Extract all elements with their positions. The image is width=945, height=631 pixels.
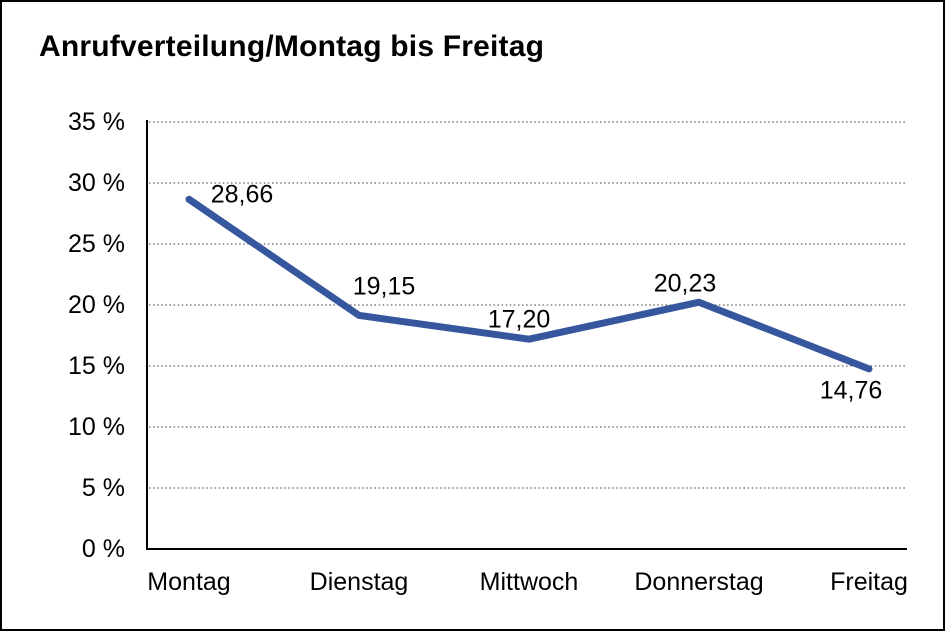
- data-point-label: 14,76: [819, 376, 883, 405]
- y-tick-label: 35 %: [68, 108, 125, 136]
- chart-title: Anrufverteilung/Montag bis Freitag: [39, 30, 545, 63]
- y-tick-label: 20 %: [68, 291, 125, 319]
- x-category-label: Montag: [147, 568, 231, 596]
- y-tick-label: 25 %: [68, 230, 125, 258]
- x-category-label: Donnerstag: [634, 568, 764, 596]
- axes: [146, 120, 907, 550]
- x-category-label: Mittwoch: [479, 568, 579, 596]
- y-tick-label: 10 %: [68, 413, 125, 441]
- y-tick-label: 15 %: [68, 352, 125, 380]
- y-tick-label: 30 %: [68, 169, 125, 197]
- x-category-label: Freitag: [830, 568, 908, 596]
- data-point-label: 20,23: [653, 269, 717, 298]
- y-tick-label: 0 %: [81, 535, 125, 563]
- gridlines: [149, 121, 907, 489]
- call-distribution-line: [185, 195, 873, 373]
- data-point-label: 19,15: [352, 272, 416, 301]
- x-category-label: Dienstag: [309, 568, 409, 596]
- y-tick-label: 5 %: [81, 474, 125, 502]
- data-point-label: 28,66: [210, 180, 274, 209]
- data-point-label: 17,20: [487, 305, 551, 334]
